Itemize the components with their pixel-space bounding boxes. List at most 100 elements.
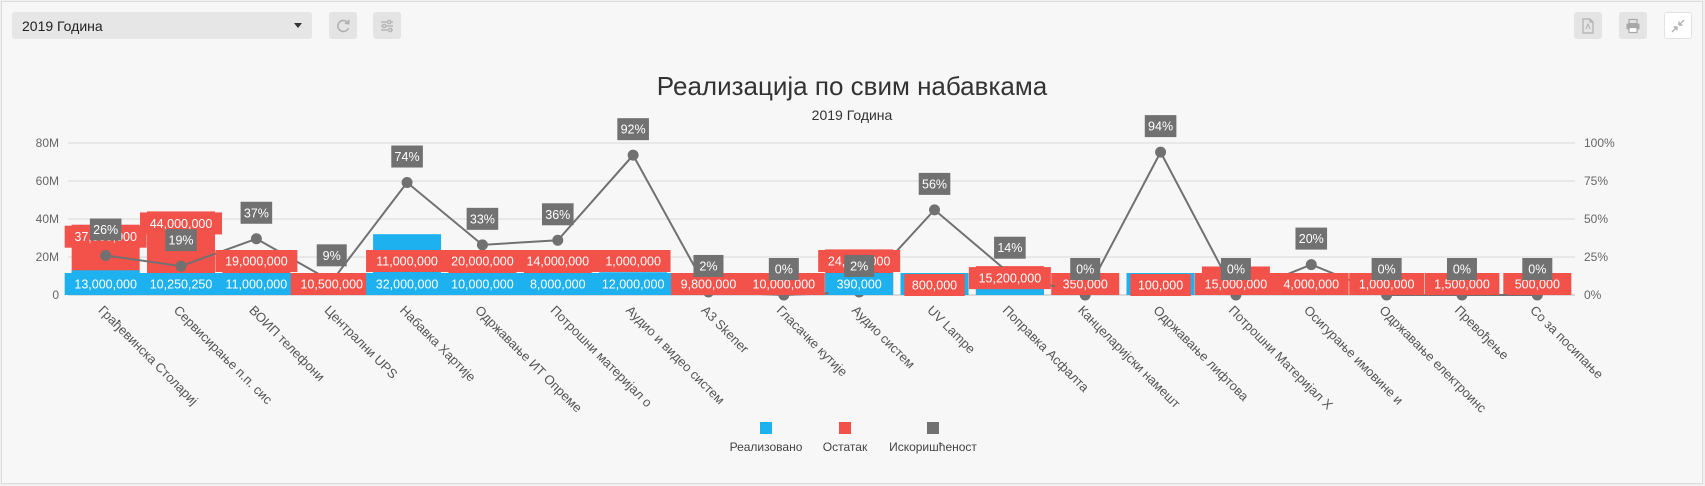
svg-text:14%: 14% — [997, 241, 1022, 255]
utilization-point[interactable] — [627, 149, 639, 161]
chevron-down-icon — [294, 23, 302, 28]
x-category-label: A3 Skener — [698, 303, 752, 357]
svg-text:11,000,000: 11,000,000 — [376, 255, 438, 269]
svg-text:500,000: 500,000 — [1515, 278, 1560, 292]
utilization-data-label: 2% — [844, 254, 875, 277]
remaining-data-label: 11,000,000 — [366, 250, 449, 272]
x-category-label: Гласачке кутије — [774, 303, 851, 380]
utilization-data-label: 0% — [1371, 258, 1402, 280]
legend-item[interactable]: Остатак — [823, 422, 868, 454]
refresh-icon — [337, 19, 350, 32]
chart-subtitle: 2019 Година — [812, 107, 893, 123]
remaining-data-label: 1,000,000 — [1349, 273, 1425, 295]
svg-text:Искоришћеност: Искоришћеност — [889, 440, 977, 454]
svg-text:100,000: 100,000 — [1138, 279, 1183, 293]
svg-text:Остатак: Остатак — [823, 440, 868, 454]
utilization-data-label: 36% — [541, 203, 574, 226]
settings-button[interactable] — [373, 12, 401, 39]
svg-text:44,000,000: 44,000,000 — [150, 217, 213, 231]
collapse-button[interactable] — [1664, 12, 1692, 39]
svg-text:13,000,000: 13,000,000 — [74, 278, 137, 292]
x-category-label: UV Lampe — [924, 303, 978, 357]
utilization-data-label: 2% — [693, 254, 724, 277]
svg-text:8,000,000: 8,000,000 — [530, 278, 586, 292]
year-select-value: 2019 Година — [22, 17, 103, 34]
svg-text:94%: 94% — [1148, 120, 1173, 134]
svg-text:0%: 0% — [775, 263, 793, 277]
svg-text:11,000,000: 11,000,000 — [226, 278, 288, 292]
remaining-data-label: 15,000,000 — [1194, 273, 1277, 295]
print-icon — [1626, 18, 1640, 33]
svg-text:36%: 36% — [545, 208, 570, 222]
remaining-data-label: 10,000,000 — [742, 273, 825, 295]
utilization-point[interactable] — [1155, 146, 1167, 158]
utilization-point[interactable] — [552, 234, 564, 246]
svg-text:1,500,000: 1,500,000 — [1434, 278, 1490, 292]
utilization-data-label: 0% — [1220, 258, 1251, 280]
utilization-point[interactable] — [929, 204, 941, 216]
utilization-data-label: 74% — [391, 145, 423, 168]
utilization-data-label: 92% — [617, 118, 649, 141]
svg-text:19,000,000: 19,000,000 — [225, 255, 288, 269]
realized-data-label: 11,000,000 — [215, 273, 298, 295]
utilization-data-label: 0% — [1522, 258, 1553, 280]
realized-data-label: 390,000 — [828, 273, 890, 295]
svg-text:1,000,000: 1,000,000 — [1359, 278, 1415, 292]
svg-text:10,500,000: 10,500,000 — [300, 278, 363, 292]
realized-data-label: 12,000,000 — [592, 273, 675, 295]
export-pdf-button[interactable] — [1574, 12, 1602, 39]
remaining-data-label: 15,200,000 — [968, 267, 1051, 290]
utilization-point[interactable] — [401, 177, 413, 189]
remaining-data-label: 20,000,000 — [441, 250, 524, 272]
svg-text:2%: 2% — [850, 259, 868, 273]
svg-text:9%: 9% — [323, 249, 341, 263]
remaining-data-label: 9,800,000 — [671, 273, 746, 295]
remaining-data-label: 14,000,000 — [516, 250, 599, 272]
collapse-icon — [1671, 19, 1685, 32]
legend-item[interactable]: Реализовано — [730, 422, 803, 454]
realized-data-label: 10,250,250 — [140, 273, 223, 295]
utilization-point[interactable] — [476, 239, 488, 251]
svg-text:4,000,000: 4,000,000 — [1283, 278, 1339, 292]
utilization-data-label: 19% — [165, 229, 197, 252]
year-select[interactable]: 2019 Година — [12, 12, 312, 39]
realized-data-label: 13,000,000 — [64, 273, 147, 295]
print-button[interactable] — [1619, 12, 1647, 39]
remaining-data-label: 1,500,000 — [1424, 273, 1500, 295]
legend-item[interactable]: Искоришћеност — [889, 422, 977, 454]
utilization-data-label: 94% — [1144, 115, 1177, 138]
utilization-data-label: 0% — [1446, 258, 1477, 280]
y-right-tick-label: 75% — [1584, 174, 1608, 188]
utilization-point[interactable] — [1305, 259, 1317, 271]
svg-text:19%: 19% — [169, 234, 194, 248]
y-left-tick-label: 0 — [52, 288, 59, 302]
remaining-data-label: 19,000,000 — [215, 250, 298, 272]
svg-text:56%: 56% — [922, 177, 947, 191]
svg-text:20%: 20% — [1299, 232, 1324, 246]
svg-text:350,000: 350,000 — [1063, 278, 1108, 292]
remaining-data-label: 350,000 — [1055, 273, 1116, 295]
y-left-tick-label: 80M — [36, 136, 59, 150]
svg-text:20,000,000: 20,000,000 — [451, 255, 514, 269]
x-category-label: Аудио систем — [849, 303, 918, 372]
refresh-button[interactable] — [329, 12, 357, 39]
svg-text:2%: 2% — [699, 259, 717, 273]
utilization-point[interactable] — [100, 249, 112, 261]
pdf-icon — [1582, 17, 1594, 34]
realized-data-label: 8,000,000 — [520, 273, 596, 295]
utilization-point[interactable] — [175, 260, 187, 272]
svg-text:15,200,000: 15,200,000 — [979, 272, 1042, 286]
utilization-data-label: 20% — [1295, 227, 1328, 250]
utilization-data-label: 9% — [316, 244, 347, 267]
remaining-data-label: 100,000 — [1130, 274, 1191, 296]
x-category-label: Превођење — [1452, 303, 1512, 363]
svg-text:0%: 0% — [1076, 263, 1094, 277]
svg-text:0%: 0% — [1528, 263, 1546, 277]
svg-text:0%: 0% — [1453, 263, 1471, 277]
svg-text:Реализовано: Реализовано — [730, 440, 803, 454]
utilization-data-label: 26% — [89, 218, 122, 241]
svg-text:12,000,000: 12,000,000 — [602, 278, 665, 292]
utilization-point[interactable] — [250, 233, 262, 245]
remaining-data-label: 4,000,000 — [1273, 273, 1349, 295]
remaining-data-label: 1,000,000 — [595, 250, 671, 272]
